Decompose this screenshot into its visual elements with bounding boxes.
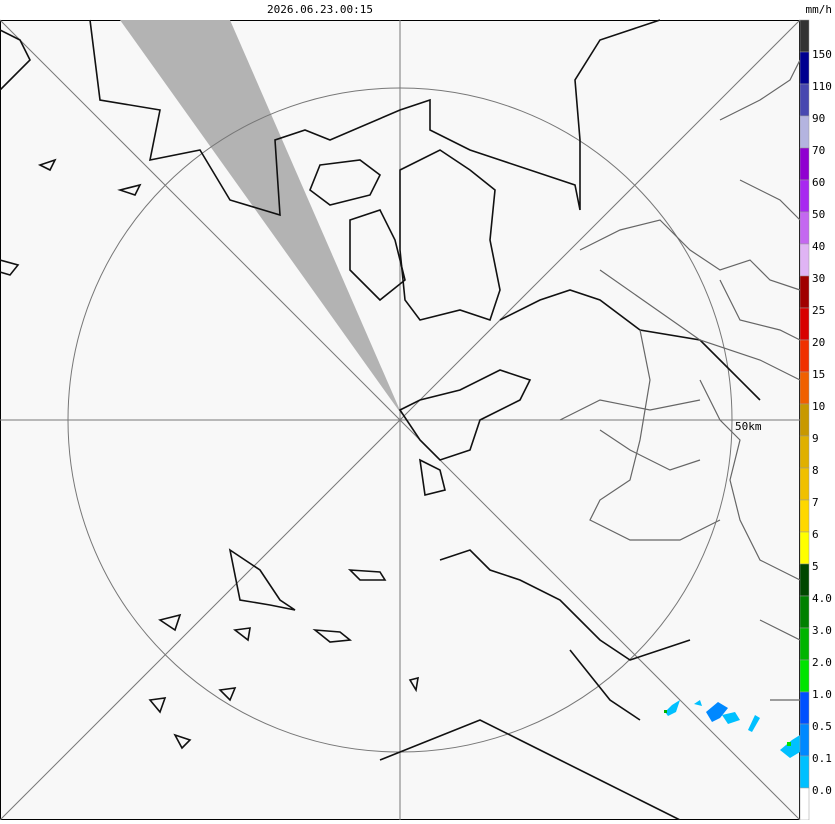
legend-swatch xyxy=(799,627,810,661)
legend-swatch xyxy=(799,563,810,597)
coastline xyxy=(398,369,532,461)
legend-label: 5 xyxy=(812,560,819,573)
timestamp: 2026.06.23.00:15 xyxy=(267,3,373,16)
blocked-sector xyxy=(120,20,402,415)
legend-swatch xyxy=(799,51,810,85)
legend-label: 4.0 xyxy=(812,592,832,605)
radar-echoes xyxy=(664,700,800,758)
legend-swatch xyxy=(799,499,810,533)
legend-swatch xyxy=(799,467,810,501)
legend-label: 9 xyxy=(812,432,819,445)
legend-swatch xyxy=(799,435,810,469)
coastline xyxy=(349,209,406,302)
legend-swatch xyxy=(799,19,810,53)
echo xyxy=(748,715,760,732)
boundaries xyxy=(559,59,801,701)
legend-label: 10 xyxy=(812,400,825,413)
map: 50km xyxy=(0,19,801,821)
echo xyxy=(780,735,800,758)
legend-unit: mm/h xyxy=(806,3,833,16)
legend-swatch xyxy=(799,595,810,629)
legend-label: 7 xyxy=(812,496,819,509)
legend-swatch xyxy=(799,659,810,693)
coastline xyxy=(309,159,382,206)
legend-label: 30 xyxy=(812,272,825,285)
legend-label: 8 xyxy=(812,464,819,477)
legend-swatch xyxy=(799,307,810,341)
legend-swatch xyxy=(799,179,810,213)
legend-label: 40 xyxy=(812,240,825,253)
legend-label: 20 xyxy=(812,336,825,349)
legend-label: 2.0 xyxy=(812,656,832,669)
legend-swatch xyxy=(799,723,810,757)
legend-label: 0.5 xyxy=(812,720,832,733)
legend-swatch xyxy=(799,755,810,789)
legend-label: 90 xyxy=(812,112,825,125)
echo xyxy=(722,712,740,724)
legend-label: 3.0 xyxy=(812,624,832,637)
coastline xyxy=(379,549,691,821)
legend-label: 150 xyxy=(812,48,832,61)
echo xyxy=(664,710,667,713)
echo xyxy=(706,702,728,722)
legend-label: 70 xyxy=(812,144,825,157)
legend-label: 110 xyxy=(812,80,832,93)
legend-swatch xyxy=(799,691,810,725)
legend-swatch xyxy=(799,275,810,309)
legend-swatch xyxy=(799,403,810,437)
coastline xyxy=(399,149,501,322)
legend-swatch xyxy=(799,371,810,405)
legend-swatch xyxy=(799,787,810,821)
legend-swatch xyxy=(799,531,810,565)
legend-label: 0.1 xyxy=(812,752,832,765)
legend-swatch xyxy=(799,83,810,117)
legend: 150 110 90 70 60 50 40 30 25 20 15 10 9 8 7 6 5 4.0 3.0 2.0… xyxy=(799,19,832,821)
legend-label: 1.0 xyxy=(812,688,832,701)
legend-swatch xyxy=(799,147,810,181)
legend-swatch xyxy=(799,243,810,277)
legend-swatch xyxy=(799,115,810,149)
legend-label: 60 xyxy=(812,176,825,189)
echo xyxy=(665,700,680,716)
range-label: 50km xyxy=(735,420,762,433)
legend-swatch xyxy=(799,339,810,373)
echo xyxy=(694,700,702,706)
echo xyxy=(787,742,791,746)
coastline xyxy=(89,19,661,217)
legend-label: 6 xyxy=(812,528,819,541)
islands xyxy=(158,458,446,643)
legend-swatch xyxy=(799,211,810,245)
legend-label: 0.0 xyxy=(812,784,832,797)
legend-label: 50 xyxy=(812,208,825,221)
diagonal xyxy=(0,19,801,821)
legend-label: 15 xyxy=(812,368,825,381)
islands xyxy=(0,29,419,750)
legend-label: 25 xyxy=(812,304,825,317)
coastline xyxy=(499,289,761,401)
